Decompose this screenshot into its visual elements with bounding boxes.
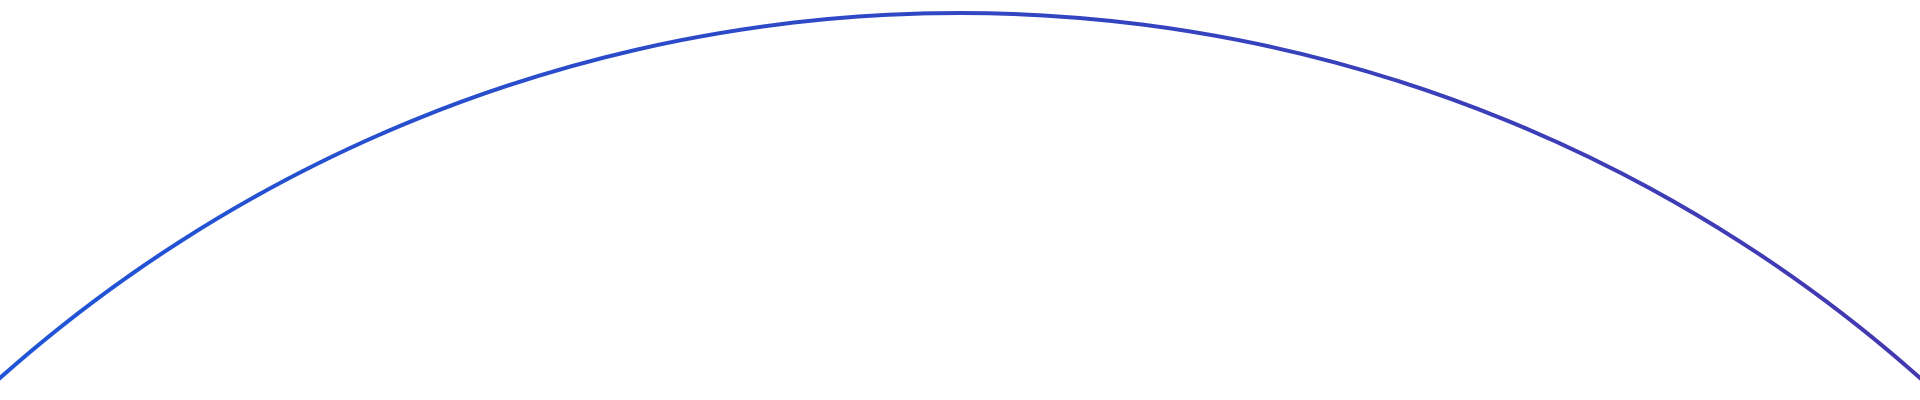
decorative-arc xyxy=(0,10,1920,381)
